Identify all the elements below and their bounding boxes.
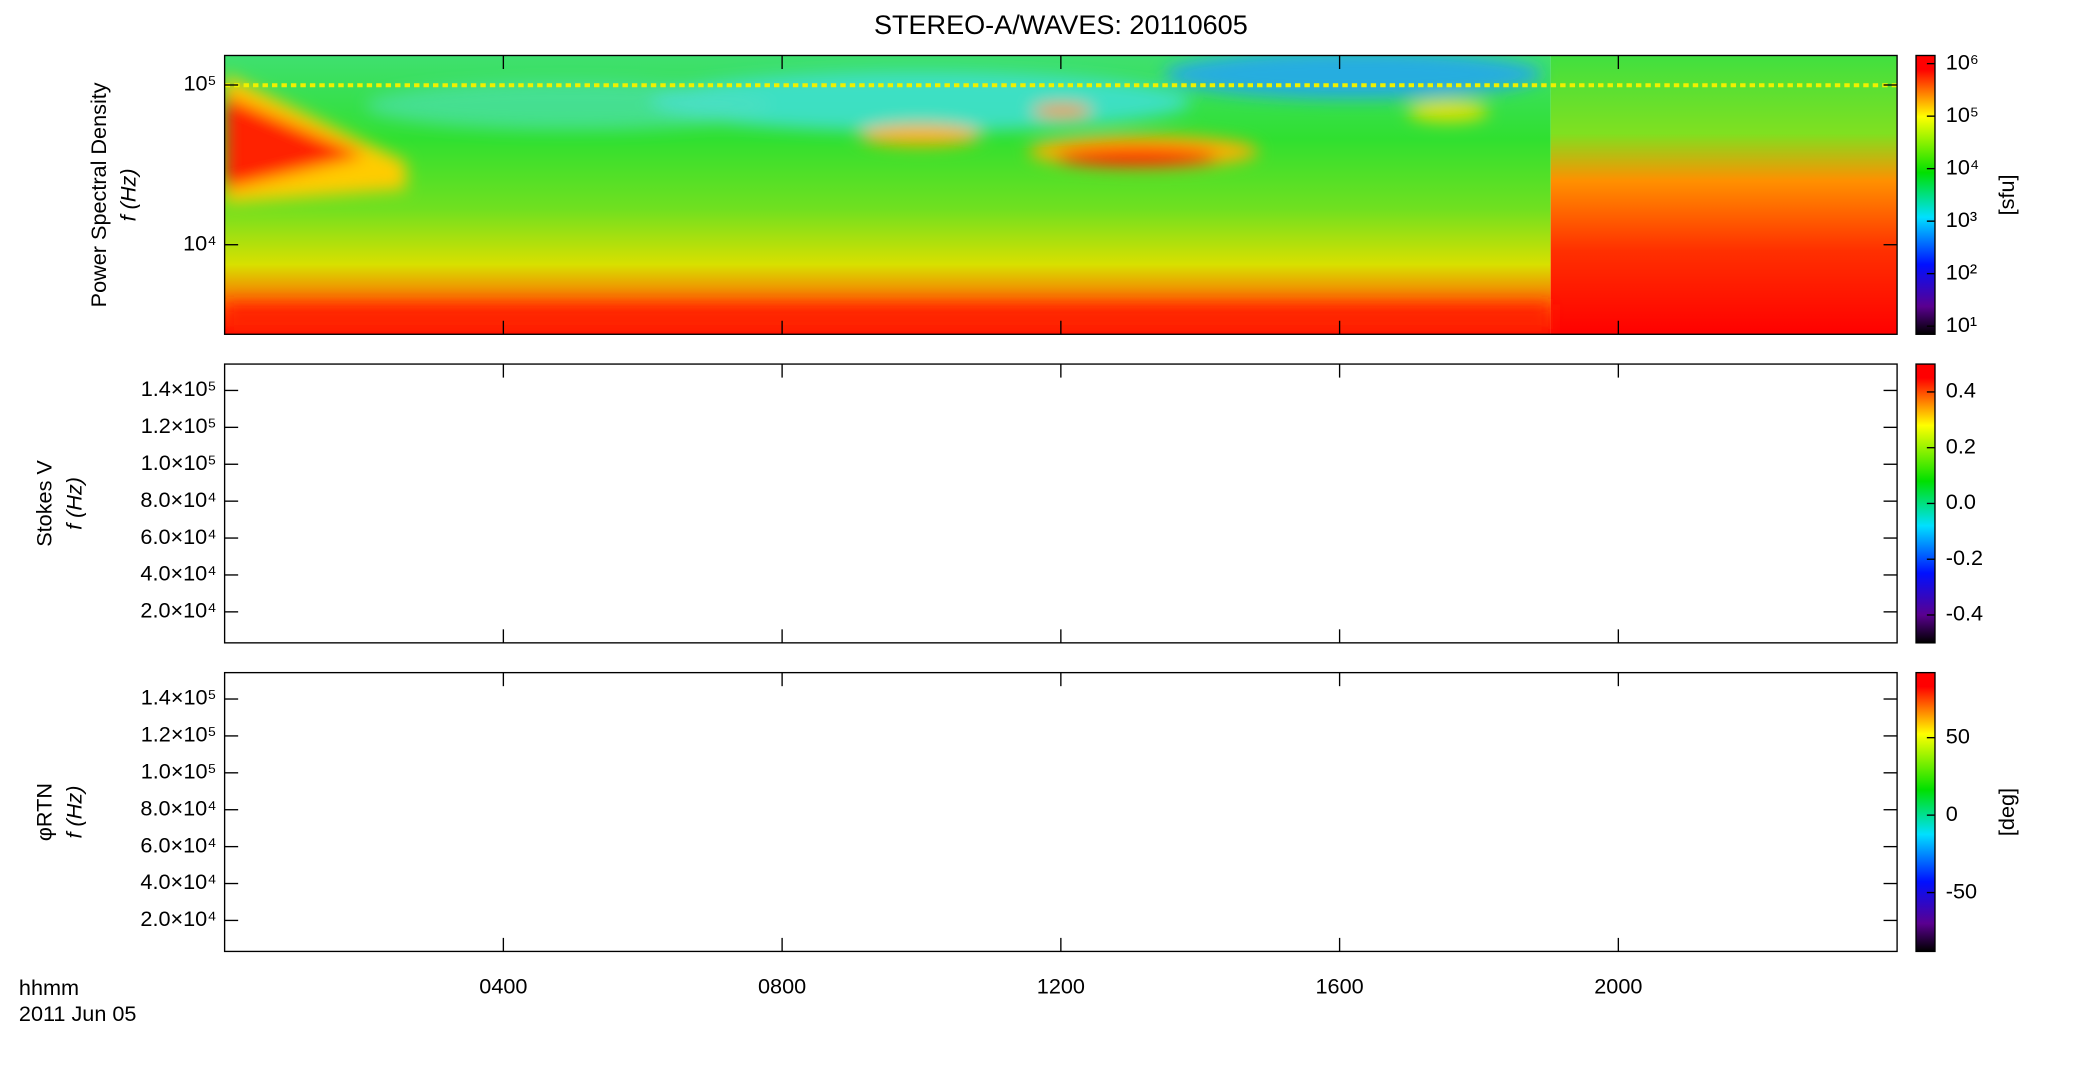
colorbar-tick-label: 0.4: [1946, 378, 1976, 403]
colorbar-tick-label: 10⁶: [1946, 49, 1979, 74]
spectrogram-image: [224, 55, 1898, 335]
spectrogram-features: [224, 55, 1551, 335]
colorbar-tick-label: 0.0: [1946, 489, 1976, 514]
colorbar-tick-label: 10³: [1946, 207, 1977, 232]
y-axis-label: f (Hz): [61, 786, 86, 839]
y-tick-label: 4.0×10⁴: [140, 869, 216, 894]
y-tick-label: 8.0×10⁴: [140, 487, 216, 512]
y-tick-label: 1.4×10⁵: [141, 376, 217, 401]
colorbar-tick-label: 0: [1946, 801, 1958, 826]
y-tick-label: 1.2×10⁵: [141, 722, 217, 747]
colorbar-tick-label: -0.4: [1946, 601, 1983, 626]
y-tick-label: 2.0×10⁴: [140, 598, 216, 623]
spectrogram-right: [1550, 55, 1898, 335]
x-tick-label: 0400: [479, 974, 527, 999]
y-tick-label: 6.0×10⁴: [140, 832, 216, 857]
y-tick-label: 1.0×10⁵: [141, 450, 217, 475]
colorbar-tick-label: 10⁴: [1946, 154, 1979, 179]
colorbar-label: [deg]: [1994, 788, 2019, 836]
y-tick-label: 1.4×10⁵: [141, 685, 217, 710]
colorbar: [1915, 54, 1936, 335]
y-tick-label: 1.2×10⁵: [141, 413, 217, 438]
colorbar-tick-label: -0.2: [1946, 545, 1983, 570]
x-tick-label: 0800: [758, 974, 806, 999]
colorbar-label: [sfu]: [1994, 174, 2019, 215]
x-tick-label: 2000: [1594, 974, 1642, 999]
colorbar-tick-label: 10²: [1946, 259, 1977, 284]
colorbar-tick-label: 10⁵: [1946, 102, 1979, 127]
y-axis-label: f (Hz): [61, 477, 86, 530]
y-tick-label: 6.0×10⁴: [140, 524, 216, 549]
colorbar-tick-label: 10¹: [1946, 312, 1977, 337]
corner-label: hhmm: [19, 975, 79, 1000]
x-tick-label: 1200: [1037, 974, 1085, 999]
y-axis-label: φRTN: [32, 783, 57, 841]
corner-label: 2011 Jun 05: [19, 1001, 137, 1026]
figure-title: STEREO-A/WAVES: 20110605: [874, 10, 1248, 40]
y-tick-label: 10⁵: [183, 71, 216, 96]
y-tick-label: 10⁴: [183, 230, 216, 255]
y-tick-label: 2.0×10⁴: [140, 906, 216, 931]
y-axis-label: f (Hz): [116, 168, 141, 221]
x-tick-label: 1600: [1316, 974, 1364, 999]
colorbar-tick-label: 50: [1946, 723, 1970, 748]
colorbar-tick-label: -50: [1946, 878, 1977, 903]
y-axis-label: Stokes V: [32, 460, 57, 547]
colorbar: [1915, 671, 1936, 953]
y-tick-label: 4.0×10⁴: [140, 561, 216, 586]
y-tick-label: 1.0×10⁵: [141, 759, 217, 784]
y-axis-label: Power Spectral Density: [86, 82, 111, 307]
y-tick-label: 8.0×10⁴: [140, 795, 216, 820]
colorbar-tick-label: 0.2: [1946, 433, 1976, 458]
